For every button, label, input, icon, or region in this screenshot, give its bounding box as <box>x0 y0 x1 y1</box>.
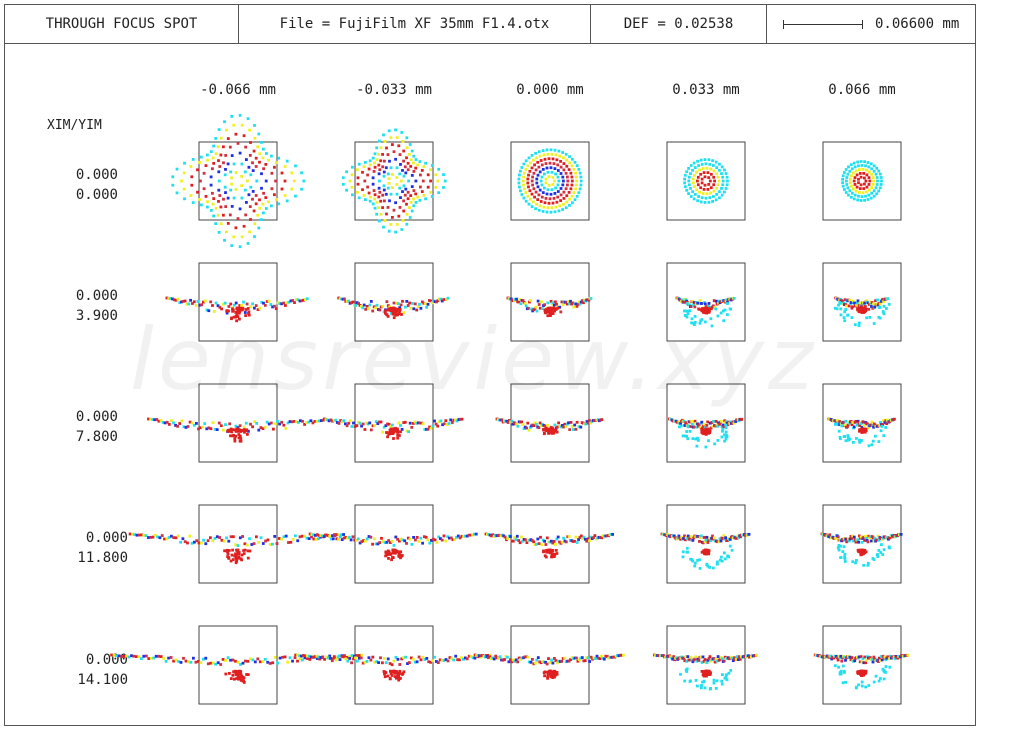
spot-cell <box>484 504 614 584</box>
spot-frame <box>666 383 746 463</box>
row-label: 0.000 3.900 <box>48 286 118 326</box>
spot-frame <box>198 504 278 584</box>
spot-frame <box>666 625 746 705</box>
spot-frame <box>822 504 902 584</box>
row-yim: 0.000 <box>75 187 118 203</box>
scale-value: 0.06600 mm <box>875 16 960 32</box>
row-label: 0.000 11.800 <box>58 528 128 568</box>
spot-cell <box>510 141 590 221</box>
spot-frame <box>510 625 590 705</box>
spot-cell <box>165 262 309 342</box>
spot-cell <box>495 383 604 463</box>
spot-cell <box>822 141 902 221</box>
spot-frame <box>354 383 434 463</box>
spot-frame <box>822 625 902 705</box>
scale-bar-icon <box>783 19 863 29</box>
spot-cell <box>110 625 364 705</box>
spot-cell <box>323 383 464 463</box>
spot-cell <box>666 262 746 342</box>
spot-cell <box>473 625 625 705</box>
spot-cell <box>660 504 751 584</box>
spot-frame <box>666 141 746 221</box>
row-xim: 0.000 <box>75 288 118 304</box>
row-xim: 0.000 <box>85 530 128 546</box>
spot-frame <box>198 625 278 705</box>
row-label: 0.000 0.000 <box>48 165 118 205</box>
column-label: -0.066 mm <box>200 82 276 98</box>
axis-label: XIM/YIM <box>47 118 102 133</box>
spot-cell <box>822 383 902 463</box>
spot-frame <box>822 262 902 342</box>
spot-cell <box>337 262 450 342</box>
row-yim: 3.900 <box>75 308 118 324</box>
spot-cell <box>666 141 746 221</box>
scale-indicator: 0.06600 mm <box>767 5 975 43</box>
spot-cell <box>147 383 327 463</box>
spot-cell <box>294 625 492 705</box>
spot-cell <box>820 504 903 584</box>
spot-frame <box>354 141 434 221</box>
row-xim: 0.000 <box>75 409 118 425</box>
spot-frame <box>666 504 746 584</box>
spot-frame <box>354 625 434 705</box>
spot-cell <box>822 262 902 342</box>
spot-frame <box>198 383 278 463</box>
spot-cell <box>308 504 478 584</box>
file-name: File = FujiFilm XF 35mm F1.4.otx <box>239 5 591 43</box>
spot-frame <box>822 383 902 463</box>
spot-frame <box>510 504 590 584</box>
spot-cell <box>128 504 345 584</box>
spot-frame <box>666 262 746 342</box>
spot-cell <box>666 383 746 463</box>
header-bar: THROUGH FOCUS SPOT File = FujiFilm XF 35… <box>4 4 976 44</box>
spot-frame <box>822 141 902 221</box>
row-yim: 7.800 <box>75 429 118 445</box>
column-label: 0.066 mm <box>828 82 896 98</box>
spot-cell <box>341 128 447 234</box>
row-label: 0.000 7.800 <box>48 407 118 447</box>
spot-cell <box>813 625 910 705</box>
spot-cell <box>506 262 593 342</box>
defocus-value: DEF = 0.02538 <box>591 5 767 43</box>
column-label: 0.033 mm <box>672 82 740 98</box>
spot-cell <box>653 625 758 705</box>
row-yim: 14.100 <box>77 672 128 688</box>
column-label: -0.033 mm <box>356 82 432 98</box>
spot-frame <box>354 504 434 584</box>
column-label: 0.000 mm <box>516 82 584 98</box>
spot-frame <box>510 141 590 221</box>
row-xim: 0.000 <box>75 167 118 183</box>
spot-frame <box>510 262 590 342</box>
diagram-title: THROUGH FOCUS SPOT <box>5 5 239 43</box>
spot-cell <box>171 113 306 249</box>
row-yim: 11.800 <box>77 550 128 566</box>
